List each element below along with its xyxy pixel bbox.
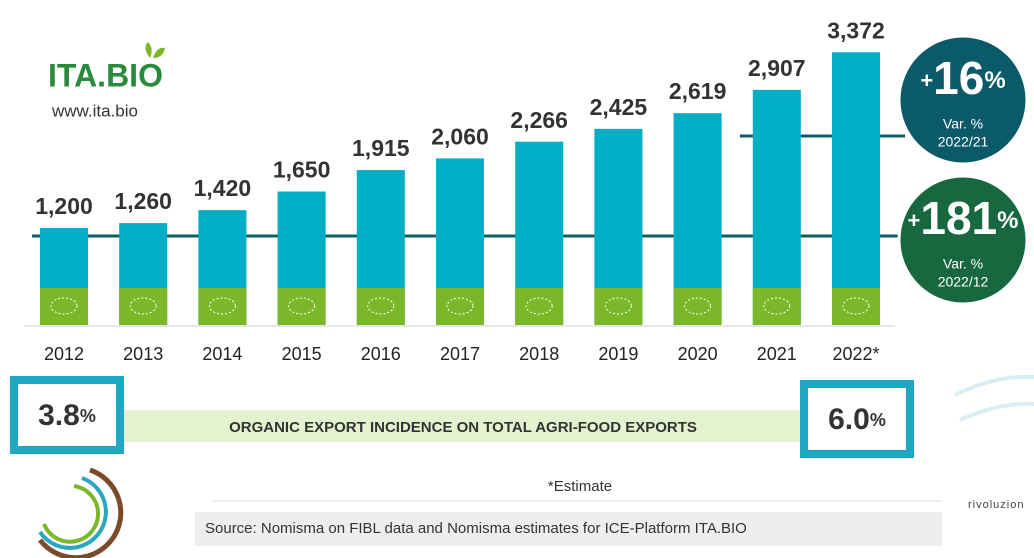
organic-leaf [525, 297, 553, 315]
organic-leaf [50, 297, 78, 315]
organic-leaf [842, 297, 870, 315]
source-box [195, 512, 942, 546]
bar-logo-band [752, 288, 801, 325]
x-tick-label: 2020 [678, 344, 718, 364]
bar [832, 52, 880, 325]
x-tick-label: 2013 [123, 344, 163, 364]
x-tick-label: 2016 [361, 344, 401, 364]
badge-label: Var. % [943, 116, 983, 132]
bar-logo-band [40, 288, 88, 325]
bar [752, 89, 801, 325]
bar-logo-band [119, 288, 168, 325]
badge-period: 2022/21 [938, 134, 989, 150]
badge [897, 34, 1029, 166]
organic-emblem [38, 467, 124, 558]
bar-logo-band [832, 288, 880, 325]
x-tick-label: 2012 [44, 344, 84, 364]
badge-suffix: % [984, 67, 1005, 94]
value-label: 2,266 [510, 107, 568, 133]
value-label: 2,619 [669, 78, 727, 104]
value-label: 2,907 [748, 55, 806, 81]
badge-number: 181 [920, 192, 997, 244]
x-tick-label: 2017 [440, 344, 480, 364]
corner-text: rivoluzion [968, 499, 1024, 511]
organic-leaf [367, 297, 395, 315]
badge-prefix: + [920, 68, 933, 93]
badge-period: 2022/12 [938, 274, 989, 290]
x-tick-label: 2019 [598, 344, 638, 364]
value-label: 1,200 [35, 193, 93, 219]
logo: ITA.BIO [48, 57, 163, 93]
value-label: 1,650 [273, 157, 331, 183]
incidence-title: ORGANIC EXPORT INCIDENCE ON TOTAL AGRI-F… [229, 419, 697, 436]
incidence-band [120, 410, 810, 442]
value-label: 2,425 [590, 94, 648, 120]
x-tick-label: 2021 [757, 344, 797, 364]
badge-value: +181% [908, 192, 1019, 244]
deco-arc [954, 374, 1034, 422]
bar-logo-band [277, 288, 326, 325]
badge-prefix: + [908, 208, 921, 233]
badge-number: 16 [933, 52, 984, 104]
bar-logo-band [436, 288, 484, 325]
badge-suffix: % [997, 207, 1018, 234]
badge [897, 174, 1029, 306]
x-tick-label: 2018 [519, 344, 559, 364]
organic-leaf [446, 297, 474, 315]
value-label: 1,260 [114, 188, 172, 214]
organic-leaf [604, 297, 632, 315]
value-label: 1,915 [352, 135, 410, 161]
x-tick-label: 2022* [832, 344, 879, 364]
incidence-start: 3.8% [38, 399, 96, 432]
bar-logo-band [515, 288, 564, 325]
bar-logo-band [356, 288, 405, 325]
incidence-end: 6.0% [828, 403, 886, 436]
logo-leaf [145, 42, 165, 58]
incidence-box [10, 376, 124, 454]
organic-leaf [684, 297, 712, 315]
organic-leaf [208, 297, 236, 315]
x-tick-label: 2015 [282, 344, 322, 364]
value-label: 1,420 [194, 175, 252, 201]
source: Source: Nomisma on FIBL data and Nomisma… [205, 520, 747, 537]
organic-leaf [288, 297, 316, 315]
organic-leaf [763, 297, 791, 315]
badge-value: +16% [920, 52, 1005, 104]
bar-logo-band [594, 288, 643, 325]
website: www.ita.bio [51, 101, 138, 120]
bar-logo-band [673, 288, 722, 325]
value-label: 2,060 [431, 123, 489, 149]
badge-label: Var. % [943, 256, 983, 272]
note: *Estimate [548, 478, 612, 495]
organic-leaf [129, 297, 157, 315]
incidence-box [800, 380, 914, 458]
value-label: 3,372 [827, 17, 885, 43]
bar-logo-band [198, 288, 247, 325]
x-tick-label: 2014 [202, 344, 242, 364]
